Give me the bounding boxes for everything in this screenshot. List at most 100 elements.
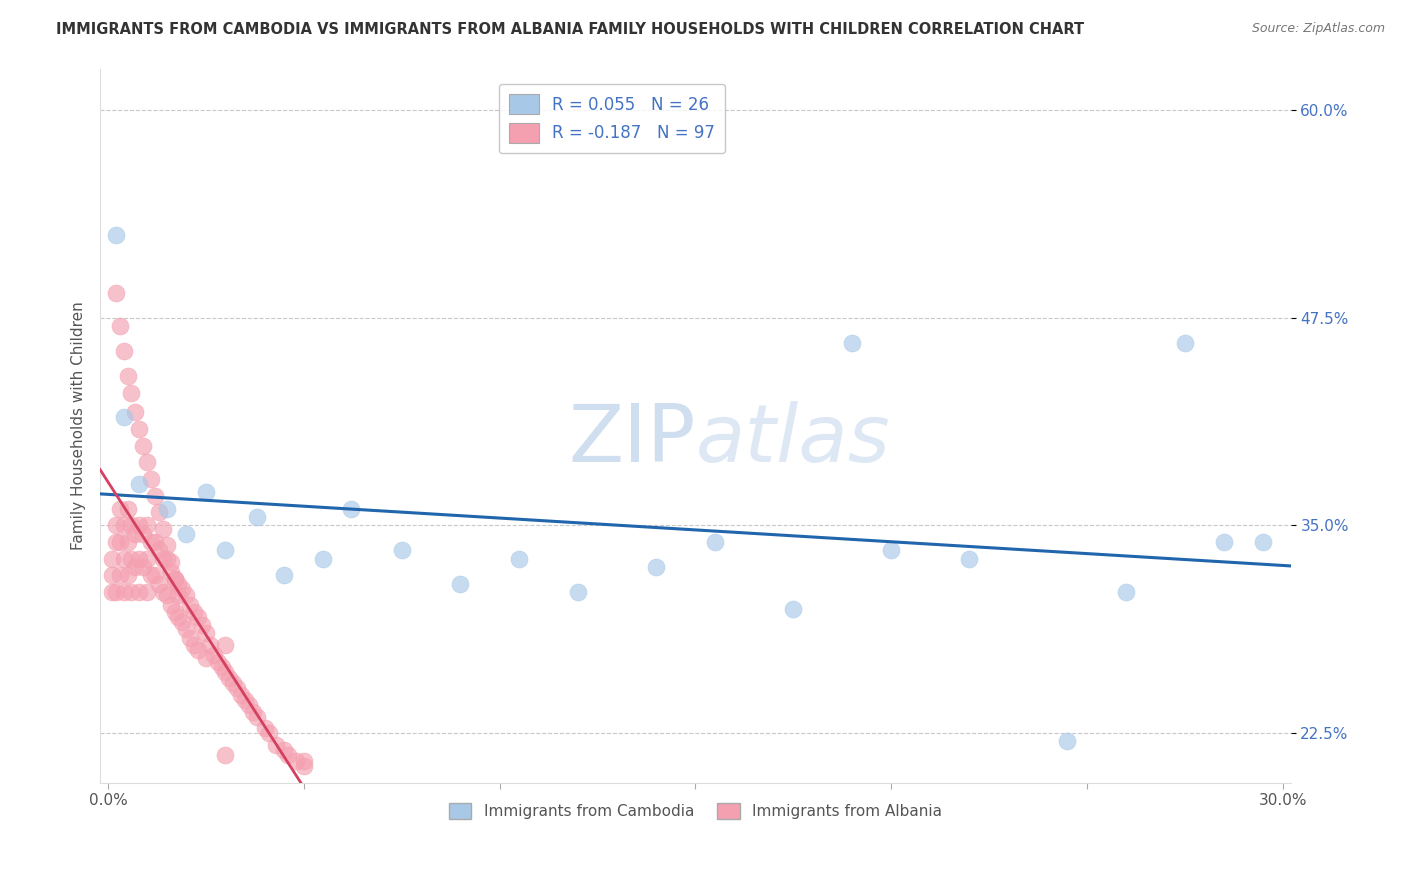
Point: [132, 526, 155, 541]
Point: [117, 368, 139, 383]
Point: [143, 568, 166, 582]
Point: [218, 671, 240, 685]
Point: [194, 626, 217, 640]
Point: [246, 709, 269, 723]
Point: [645, 560, 668, 574]
Point: [207, 655, 229, 669]
Point: [156, 551, 179, 566]
Point: [139, 535, 162, 549]
Point: [120, 551, 142, 566]
Point: [136, 455, 159, 469]
Text: Source: ZipAtlas.com: Source: ZipAtlas.com: [1251, 22, 1385, 36]
Point: [238, 698, 260, 712]
Point: [112, 551, 135, 566]
Text: ZIP: ZIP: [568, 401, 696, 479]
Point: [174, 622, 197, 636]
Point: [214, 665, 236, 679]
Point: [1213, 535, 1236, 549]
Point: [312, 551, 335, 566]
Point: [132, 560, 155, 574]
Point: [1251, 535, 1274, 549]
Point: [179, 632, 201, 646]
Point: [284, 755, 307, 769]
Point: [139, 568, 162, 582]
Point: [163, 572, 186, 586]
Point: [1056, 734, 1078, 748]
Point: [167, 576, 190, 591]
Point: [214, 543, 236, 558]
Point: [167, 610, 190, 624]
Point: [703, 535, 725, 549]
Point: [136, 518, 159, 533]
Point: [128, 518, 150, 533]
Point: [128, 585, 150, 599]
Point: [183, 605, 205, 619]
Point: [112, 410, 135, 425]
Text: atlas: atlas: [696, 401, 890, 479]
Point: [273, 743, 295, 757]
Point: [841, 335, 863, 350]
Point: [508, 551, 530, 566]
Point: [191, 618, 214, 632]
Point: [1115, 585, 1137, 599]
Point: [101, 585, 124, 599]
Point: [128, 422, 150, 436]
Point: [117, 535, 139, 549]
Point: [211, 659, 233, 673]
Point: [112, 518, 135, 533]
Point: [132, 439, 155, 453]
Point: [148, 543, 170, 558]
Point: [128, 551, 150, 566]
Point: [172, 615, 194, 629]
Point: [172, 582, 194, 596]
Point: [229, 688, 252, 702]
Point: [273, 568, 295, 582]
Point: [143, 489, 166, 503]
Point: [101, 568, 124, 582]
Point: [163, 572, 186, 586]
Point: [152, 585, 174, 599]
Point: [226, 681, 249, 696]
Point: [148, 576, 170, 591]
Point: [108, 319, 131, 334]
Point: [156, 538, 179, 552]
Point: [253, 721, 276, 735]
Point: [148, 505, 170, 519]
Y-axis label: Family Households with Children: Family Households with Children: [72, 301, 86, 550]
Point: [292, 759, 315, 773]
Point: [242, 705, 264, 719]
Point: [266, 738, 288, 752]
Point: [339, 501, 361, 516]
Point: [187, 643, 209, 657]
Point: [292, 755, 315, 769]
Legend: Immigrants from Cambodia, Immigrants from Albania: Immigrants from Cambodia, Immigrants fro…: [443, 797, 948, 825]
Point: [174, 588, 197, 602]
Point: [167, 588, 190, 602]
Point: [179, 599, 201, 613]
Point: [152, 522, 174, 536]
Point: [1174, 335, 1197, 350]
Point: [156, 588, 179, 602]
Point: [880, 543, 903, 558]
Point: [101, 551, 124, 566]
Point: [117, 568, 139, 582]
Point: [104, 285, 127, 300]
Point: [104, 518, 127, 533]
Text: IMMIGRANTS FROM CAMBODIA VS IMMIGRANTS FROM ALBANIA FAMILY HOUSEHOLDS WITH CHILD: IMMIGRANTS FROM CAMBODIA VS IMMIGRANTS F…: [56, 22, 1084, 37]
Point: [108, 501, 131, 516]
Point: [202, 648, 225, 662]
Point: [159, 565, 181, 579]
Point: [187, 610, 209, 624]
Point: [136, 551, 159, 566]
Point: [159, 599, 181, 613]
Point: [104, 535, 127, 549]
Point: [233, 693, 256, 707]
Point: [156, 501, 179, 516]
Point: [214, 638, 236, 652]
Point: [120, 585, 142, 599]
Point: [120, 518, 142, 533]
Point: [194, 651, 217, 665]
Point: [214, 747, 236, 762]
Point: [128, 477, 150, 491]
Point: [143, 535, 166, 549]
